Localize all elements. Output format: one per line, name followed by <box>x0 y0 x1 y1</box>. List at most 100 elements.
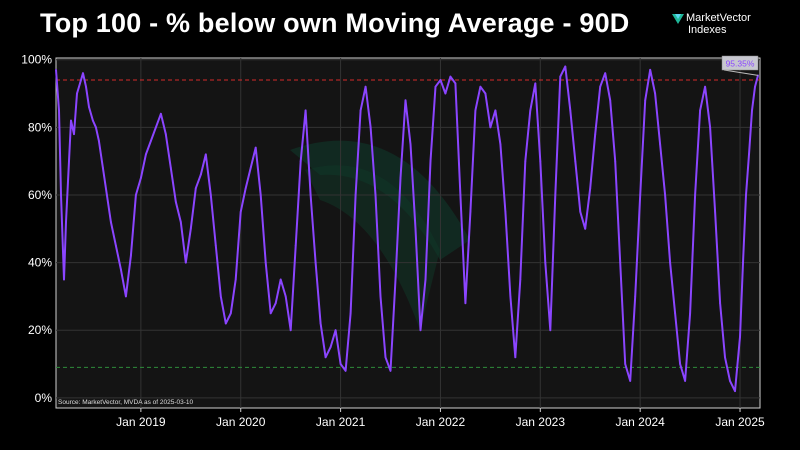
data-point <box>179 221 182 223</box>
x-tick-label: Jan 2020 <box>216 415 266 429</box>
data-point <box>479 85 482 88</box>
data-point <box>134 194 137 196</box>
data-point <box>729 380 731 382</box>
data-point <box>754 85 756 88</box>
data-point <box>309 194 312 196</box>
brand-name: MarketVector <box>686 12 751 24</box>
data-point <box>229 312 232 315</box>
data-point <box>724 356 726 359</box>
data-point <box>564 65 567 68</box>
data-point <box>748 153 750 156</box>
data-point <box>574 160 577 163</box>
data-point <box>92 119 94 122</box>
data-point <box>459 194 462 196</box>
data-point <box>79 82 81 85</box>
data-point <box>274 302 277 305</box>
data-point <box>234 278 237 281</box>
data-point <box>589 187 592 190</box>
data-point <box>629 380 632 382</box>
data-point <box>244 187 247 190</box>
data-point <box>509 295 512 298</box>
y-axis: 0% 20% 40% 60% 80% 100% <box>21 53 52 405</box>
reference-lines <box>56 79 760 368</box>
data-point <box>659 143 662 146</box>
data-point <box>704 85 706 88</box>
data-point <box>169 167 172 169</box>
data-point <box>454 82 457 85</box>
data-point <box>384 356 387 359</box>
data-point <box>429 160 432 163</box>
data-point <box>742 261 744 264</box>
data-point <box>194 187 197 190</box>
series-group <box>55 65 759 393</box>
data-point <box>154 126 157 129</box>
x-tick-label: Jan 2022 <box>416 415 466 429</box>
data-point <box>249 167 252 169</box>
data-point <box>63 278 65 281</box>
data-point <box>614 160 617 163</box>
data-point <box>739 336 741 338</box>
data-point <box>184 261 187 264</box>
data-point <box>474 109 477 112</box>
data-point <box>334 329 337 332</box>
data-point <box>549 329 552 332</box>
data-point <box>699 109 701 112</box>
data-point <box>70 119 72 122</box>
data-point <box>484 92 487 95</box>
data-point <box>199 173 202 176</box>
data-point <box>369 126 372 129</box>
y-tick-label: 20% <box>28 323 52 337</box>
data-point <box>394 278 397 281</box>
data-point <box>374 194 377 196</box>
data-point <box>88 106 90 108</box>
x-tick-label: Jan 2024 <box>615 415 665 429</box>
data-point <box>654 92 657 95</box>
x-tick-label: Jan 2023 <box>516 415 566 429</box>
data-point <box>364 85 367 88</box>
x-tick-label: Jan 2019 <box>116 415 166 429</box>
data-point <box>709 126 711 129</box>
callout-box <box>721 55 759 71</box>
data-point <box>504 210 507 213</box>
data-point <box>639 194 642 196</box>
data-point <box>619 261 622 264</box>
data-point <box>379 295 382 298</box>
data-point <box>55 68 57 71</box>
data-point <box>106 194 108 196</box>
data-point <box>604 72 607 75</box>
data-point <box>319 322 322 325</box>
y-tick-label: 100% <box>21 53 52 67</box>
data-point <box>120 268 122 271</box>
data-point <box>389 369 392 372</box>
data-point <box>669 261 672 264</box>
data-point <box>219 295 222 298</box>
data-point <box>419 329 422 332</box>
data-point <box>95 126 97 129</box>
data-point <box>314 261 317 264</box>
data-point <box>264 261 267 264</box>
data-point <box>634 295 637 298</box>
data-point <box>349 312 352 315</box>
data-point <box>98 139 100 142</box>
data-point <box>444 92 447 95</box>
watermark-mark <box>290 140 470 330</box>
data-point <box>354 194 357 196</box>
data-point <box>144 153 147 156</box>
data-point <box>499 143 502 146</box>
data-point <box>464 302 467 305</box>
data-point <box>494 109 497 112</box>
data-point <box>129 254 132 257</box>
data-point <box>73 133 75 135</box>
last-value-label: 95.35% <box>726 59 755 69</box>
data-point <box>449 75 452 78</box>
data-point <box>85 85 87 88</box>
data-point <box>269 312 272 315</box>
x-axis: Jan 2019 Jan 2020 Jan 2021 Jan 2022 Jan 2023… <box>116 408 765 429</box>
data-point <box>125 295 127 298</box>
data-point <box>689 312 691 315</box>
data-point <box>559 75 562 78</box>
data-point <box>544 261 547 264</box>
data-point <box>239 210 242 213</box>
data-point <box>189 227 192 230</box>
